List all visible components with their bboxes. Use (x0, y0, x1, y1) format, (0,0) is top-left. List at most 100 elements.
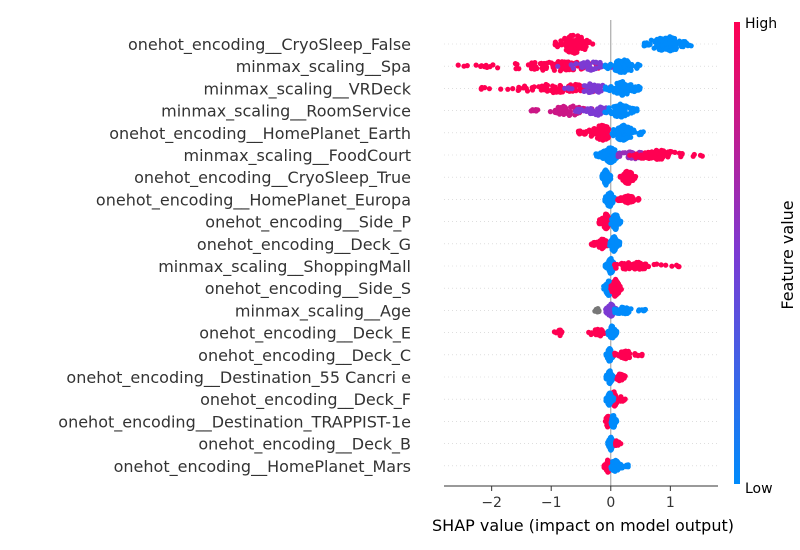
shap-point (598, 327, 605, 333)
shap-point (576, 43, 582, 50)
shap-point (632, 266, 638, 272)
shap-point (613, 276, 619, 282)
shap-point (618, 394, 624, 400)
shap-point (516, 84, 522, 90)
shap-point (652, 155, 658, 161)
shap-point (599, 173, 605, 179)
shap-point (610, 465, 616, 471)
shap-point (524, 88, 531, 94)
shap-point (646, 42, 652, 48)
shap-point (631, 127, 637, 133)
shap-point (611, 220, 618, 226)
shap-point (616, 130, 622, 136)
shap-point (595, 242, 602, 248)
shap-point (555, 104, 561, 110)
shap-point (603, 128, 609, 134)
shap-point (593, 59, 599, 65)
shap-point (608, 436, 614, 442)
shap-point (603, 173, 609, 179)
shap-point (618, 261, 624, 267)
shap-point (643, 261, 649, 267)
shap-point (498, 86, 504, 92)
shap-point (617, 58, 623, 64)
shap-point (619, 350, 625, 356)
shap-point (565, 85, 571, 91)
shap-point (602, 217, 608, 224)
shap-point (514, 61, 520, 67)
colorbar-low-label: Low (745, 481, 773, 497)
shap-point (611, 293, 618, 299)
shap-point (609, 329, 615, 335)
shap-point (609, 244, 615, 250)
shap-point (557, 89, 563, 95)
shap-point (613, 214, 619, 220)
shap-point (653, 148, 659, 154)
shap-point (596, 308, 602, 314)
shap-point (589, 242, 595, 248)
feature-label: onehot_encoding__Deck_E (199, 324, 411, 344)
feature-label: onehot_encoding__Deck_G (197, 235, 411, 255)
shap-point (481, 63, 487, 70)
feature-label: onehot_encoding__Side_S (205, 279, 411, 299)
feature-label: onehot_encoding__Destination_TRAPPIST-1e (58, 412, 411, 432)
feature-label: onehot_encoding__HomePlanet_Mars (114, 457, 411, 477)
shap-point (607, 192, 613, 198)
shap-point (576, 109, 582, 115)
shap-point (597, 61, 603, 68)
shap-point (590, 109, 596, 115)
shap-point (586, 39, 592, 45)
shap-point (540, 67, 546, 73)
shap-point (672, 149, 678, 155)
shap-point (575, 39, 581, 45)
shap-point (581, 88, 587, 94)
shap-point (658, 262, 664, 268)
feature-label: onehot_encoding__Deck_F (200, 390, 411, 410)
shap-point (685, 42, 691, 48)
shap-point (586, 329, 592, 335)
feature-label: onehot_encoding__HomePlanet_Europa (96, 190, 411, 210)
shap-point (568, 104, 574, 110)
shap-point (606, 198, 612, 204)
shap-point (630, 177, 636, 183)
colorbar-title: Feature value (778, 200, 797, 309)
shap-point (616, 284, 623, 290)
colorbar: High Low Feature value (734, 16, 797, 497)
shap-point (598, 237, 604, 244)
shap-point (627, 152, 633, 158)
shap-point (593, 151, 600, 157)
shap-point (606, 394, 612, 401)
shap-point (600, 131, 606, 137)
shap-point (602, 151, 608, 157)
shap-point (608, 61, 614, 67)
shap-point (587, 64, 593, 70)
feature-label: minmax_scaling__ShoppingMall (158, 257, 411, 277)
shap-point (461, 63, 467, 69)
x-tick-label: −1 (541, 495, 562, 511)
shap-point (625, 60, 631, 66)
shap-point (596, 129, 602, 135)
shap-point (613, 459, 620, 465)
shap-point (641, 307, 648, 314)
shap-point (608, 109, 614, 115)
feature-label: onehot_encoding__Deck_B (198, 435, 411, 455)
shap-point (529, 87, 536, 93)
shap-point (605, 65, 611, 72)
shap-point (505, 86, 511, 92)
shap-point (604, 375, 610, 381)
shap-point (615, 151, 621, 157)
shap-point (628, 306, 634, 312)
shap-point (602, 109, 608, 115)
feature-label: onehot_encoding__Destination_55 Cancri e (66, 368, 411, 388)
shap-point (579, 38, 585, 44)
shap-point (652, 39, 658, 45)
shap-point (651, 261, 657, 268)
shap-point (639, 351, 645, 357)
shap-point (607, 357, 613, 363)
shap-point (622, 354, 628, 360)
shap-point (537, 61, 544, 67)
shap-point (622, 195, 628, 201)
shap-point (625, 128, 631, 134)
colorbar-high-label: High (745, 16, 777, 32)
shap-point (615, 239, 621, 245)
